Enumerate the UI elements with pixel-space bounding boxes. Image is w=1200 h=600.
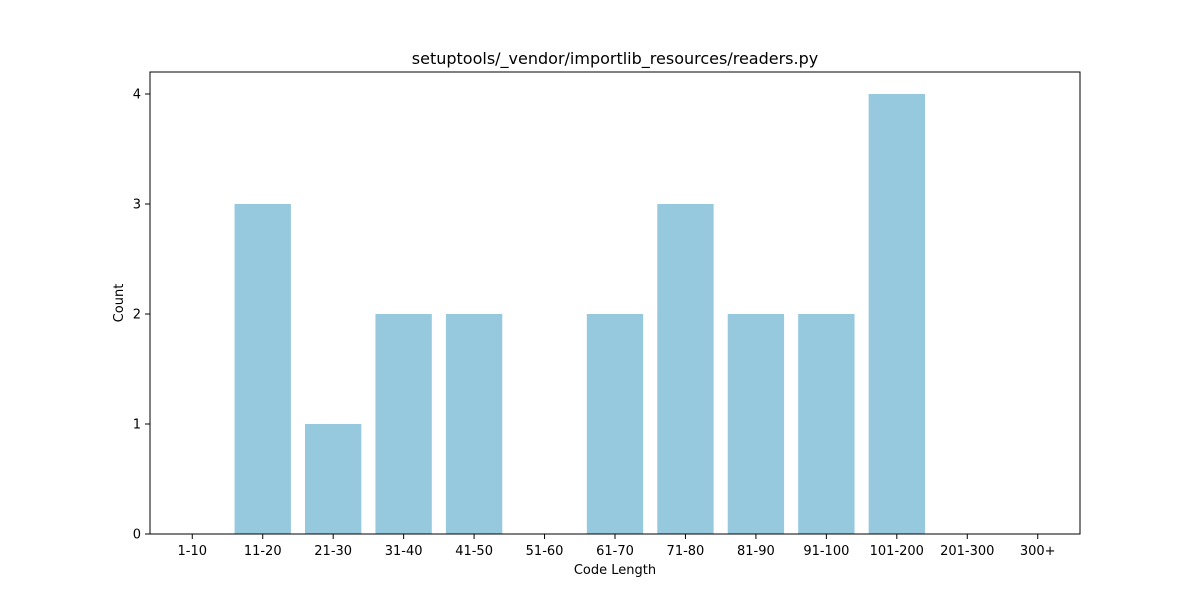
chart-title: setuptools/_vendor/importlib_resources/r… bbox=[412, 49, 818, 69]
bar-81-90 bbox=[727, 314, 785, 534]
bar-41-50 bbox=[445, 314, 503, 534]
y-tick-label: 0 bbox=[133, 528, 141, 543]
x-tick-label: 81-90 bbox=[737, 544, 775, 559]
x-tick-label: 21-30 bbox=[314, 544, 352, 559]
y-tick-label: 3 bbox=[133, 198, 141, 213]
bar-61-70 bbox=[586, 314, 644, 534]
x-ticks-group: 1-10 11-20 21-30 31-40 41-50 51-60 61-70 71-80 8… bbox=[178, 534, 1056, 559]
bars-group bbox=[234, 94, 925, 534]
x-tick-label: 300+ bbox=[1020, 544, 1056, 559]
y-tick-label: 4 bbox=[133, 88, 141, 103]
x-tick-label: 91-100 bbox=[803, 544, 849, 559]
x-tick-label: 71-80 bbox=[667, 544, 705, 559]
plot-frame bbox=[149, 71, 1081, 535]
x-tick-label: 1-10 bbox=[178, 544, 208, 559]
x-tick-label: 31-40 bbox=[385, 544, 423, 559]
x-axis-label: Code Length bbox=[574, 563, 656, 578]
y-axis-label: Count bbox=[112, 284, 127, 323]
x-tick-label: 61-70 bbox=[596, 544, 634, 559]
bar-101-200 bbox=[868, 94, 925, 534]
x-tick-label: 51-60 bbox=[526, 544, 564, 559]
bar-31-40 bbox=[375, 314, 432, 534]
bar-11-20 bbox=[234, 204, 291, 534]
x-tick-label: 201-300 bbox=[940, 544, 994, 559]
y-tick-label: 1 bbox=[133, 418, 141, 433]
x-tick-label: 41-50 bbox=[455, 544, 493, 559]
bar-91-100 bbox=[798, 314, 855, 534]
bar-71-80 bbox=[657, 204, 714, 534]
bar-21-30 bbox=[305, 424, 362, 534]
y-ticks-group: 0 1 2 3 4 bbox=[133, 88, 150, 543]
x-tick-label: 11-20 bbox=[244, 544, 282, 559]
x-tick-label: 101-200 bbox=[870, 544, 924, 559]
y-tick-label: 2 bbox=[133, 308, 141, 323]
